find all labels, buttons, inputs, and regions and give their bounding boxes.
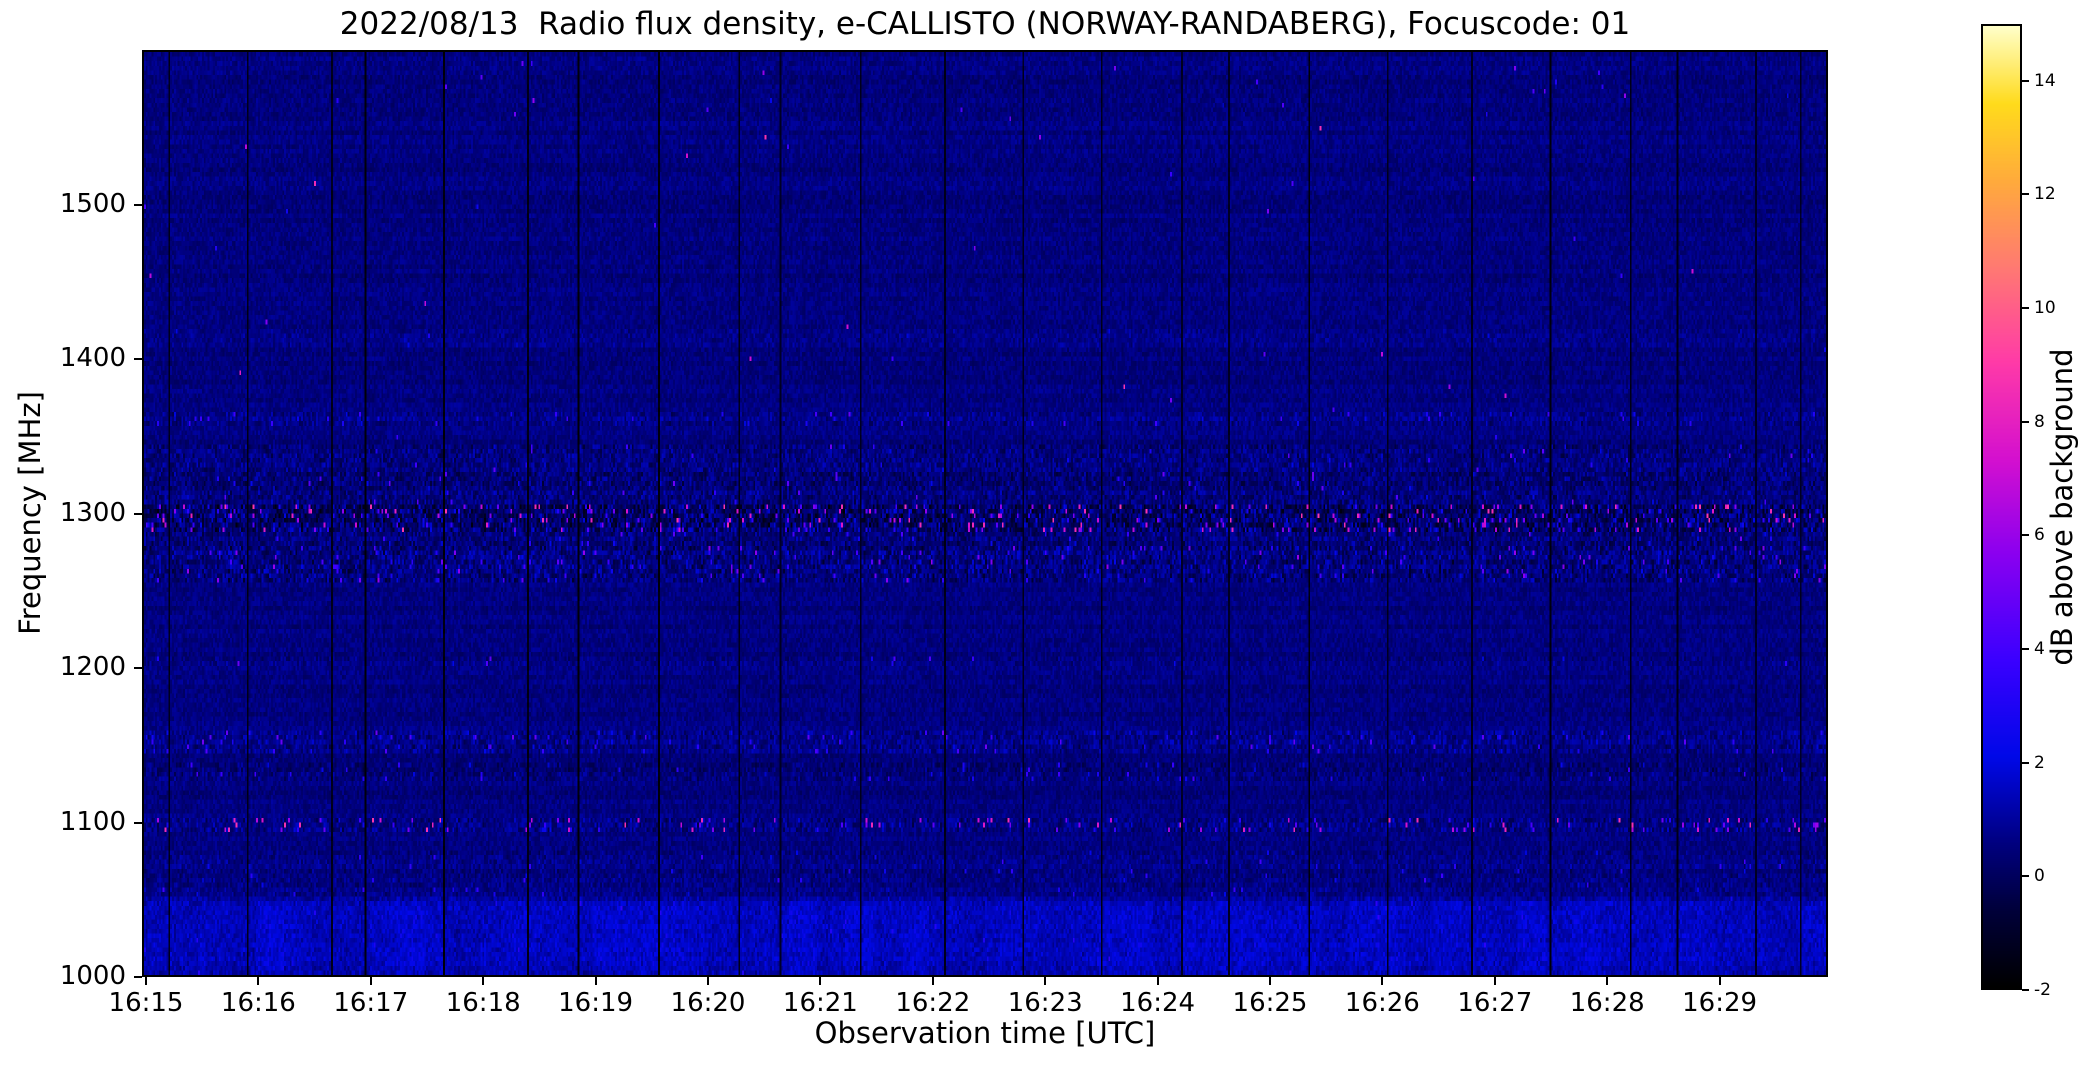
- colorbar-tick-mark: [2022, 761, 2029, 764]
- colorbar-tick-label: 2: [2034, 752, 2045, 773]
- x-tick-label: 16:24: [1120, 988, 1196, 1018]
- y-tick-mark: [134, 976, 142, 978]
- x-tick-mark: [482, 977, 485, 985]
- colorbar-tick-mark: [2022, 307, 2029, 310]
- y-tick-label: 1500: [59, 188, 126, 219]
- colorbar-tick-mark: [2022, 193, 2029, 196]
- x-tick-label: 16:20: [670, 988, 746, 1018]
- colorbar-tick-mark: [2022, 420, 2029, 423]
- x-tick-mark: [145, 977, 147, 985]
- x-axis-label: Observation time [UTC]: [814, 1016, 1156, 1050]
- x-tick-mark: [707, 977, 709, 985]
- colorbar-tick-mark: [2022, 79, 2029, 82]
- x-tick-label: 16:25: [1232, 988, 1308, 1018]
- colorbar-tick-label: 12: [2034, 184, 2056, 205]
- x-tick-mark: [931, 977, 934, 985]
- colorbar: [1981, 24, 2022, 990]
- colorbar-tick-label: 0: [2034, 866, 2045, 887]
- x-tick-mark: [1718, 977, 1721, 985]
- plot-area: [142, 50, 1828, 977]
- colorbar-tick-label: 4: [2034, 639, 2045, 660]
- x-tick-mark: [1269, 977, 1271, 985]
- y-tick-mark: [134, 821, 142, 824]
- colorbar-tick-mark: [2022, 989, 2029, 991]
- y-tick-label: 1400: [59, 343, 126, 373]
- colorbar-tick-mark: [2022, 875, 2029, 878]
- x-tick-mark: [1606, 977, 1609, 985]
- chart-title: 2022/08/13 Radio flux density, e-CALLIST…: [339, 6, 1631, 42]
- x-tick-mark: [1381, 977, 1384, 985]
- colorbar-tick-label: 6: [2034, 525, 2045, 546]
- y-tick-mark: [134, 512, 142, 515]
- x-tick-label: 16:28: [1569, 988, 1645, 1018]
- x-tick-label: 16:15: [108, 988, 184, 1018]
- x-tick-label: 16:19: [558, 988, 634, 1018]
- x-tick-label: 16:22: [895, 988, 971, 1018]
- colorbar-canvas: [1983, 26, 2020, 988]
- y-tick-label: 1000: [59, 961, 126, 991]
- colorbar-tick-mark: [2022, 534, 2029, 537]
- y-tick-label: 1300: [59, 497, 126, 528]
- spectrogram-canvas: [144, 52, 1826, 975]
- x-tick-label: 16:26: [1344, 988, 1420, 1018]
- colorbar-tick-label: 8: [2034, 411, 2045, 432]
- x-tick-mark: [594, 977, 597, 985]
- y-tick-mark: [134, 358, 142, 360]
- y-tick-label: 1100: [59, 806, 126, 837]
- x-tick-label: 16:18: [445, 988, 521, 1018]
- y-tick-label: 1200: [59, 652, 126, 682]
- x-tick-mark: [1493, 977, 1496, 985]
- x-tick-mark: [1156, 977, 1159, 985]
- x-tick-label: 16:16: [220, 988, 296, 1018]
- x-tick-label: 16:17: [333, 988, 409, 1018]
- y-tick-mark: [134, 667, 142, 669]
- colorbar-tick-mark: [2022, 648, 2029, 651]
- x-tick-label: 16:29: [1682, 988, 1758, 1018]
- x-tick-label: 16:27: [1457, 988, 1533, 1018]
- x-tick-mark: [369, 977, 372, 985]
- y-tick-mark: [134, 203, 142, 206]
- colorbar-tick-label: -2: [2034, 980, 2051, 1000]
- x-tick-mark: [1044, 977, 1047, 985]
- x-tick-label: 16:21: [782, 988, 858, 1018]
- colorbar-label: dB above background: [2045, 348, 2079, 666]
- colorbar-tick-label: 14: [2034, 70, 2056, 91]
- x-tick-mark: [819, 977, 822, 985]
- colorbar-tick-label: 10: [2034, 298, 2056, 319]
- x-tick-label: 16:23: [1007, 988, 1083, 1018]
- x-tick-mark: [257, 977, 260, 985]
